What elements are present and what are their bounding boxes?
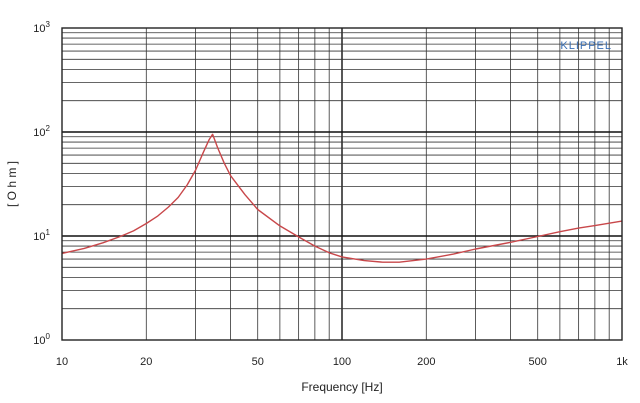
y-tick-label: 100 [33, 332, 50, 347]
plot-frame [61, 27, 623, 341]
y-tick-labels: 100 101 102 103 [33, 20, 50, 347]
y-tick-label: 103 [33, 20, 50, 35]
grid [62, 28, 622, 340]
curve-layer [61, 133, 623, 263]
y-axis-label: [ O h m ] [5, 161, 19, 207]
x-axis-label: Frequency [Hz] [301, 380, 382, 394]
brand-label: KLIPPEL [560, 40, 612, 52]
x-tick-label: 1k [616, 356, 628, 368]
x-tick-label: 100 [333, 356, 351, 368]
impedance-curve [61, 133, 623, 263]
x-tick-label: 50 [252, 356, 264, 368]
y-tick-label: 101 [33, 228, 50, 243]
x-tick-label: 500 [529, 356, 547, 368]
y-tick-label: 102 [33, 124, 50, 139]
x-tick-label: 200 [417, 356, 435, 368]
x-tick-label: 10 [56, 356, 68, 368]
x-tick-labels: 10 20 50 100 200 500 1k [56, 356, 628, 368]
x-tick-label: 20 [140, 356, 152, 368]
